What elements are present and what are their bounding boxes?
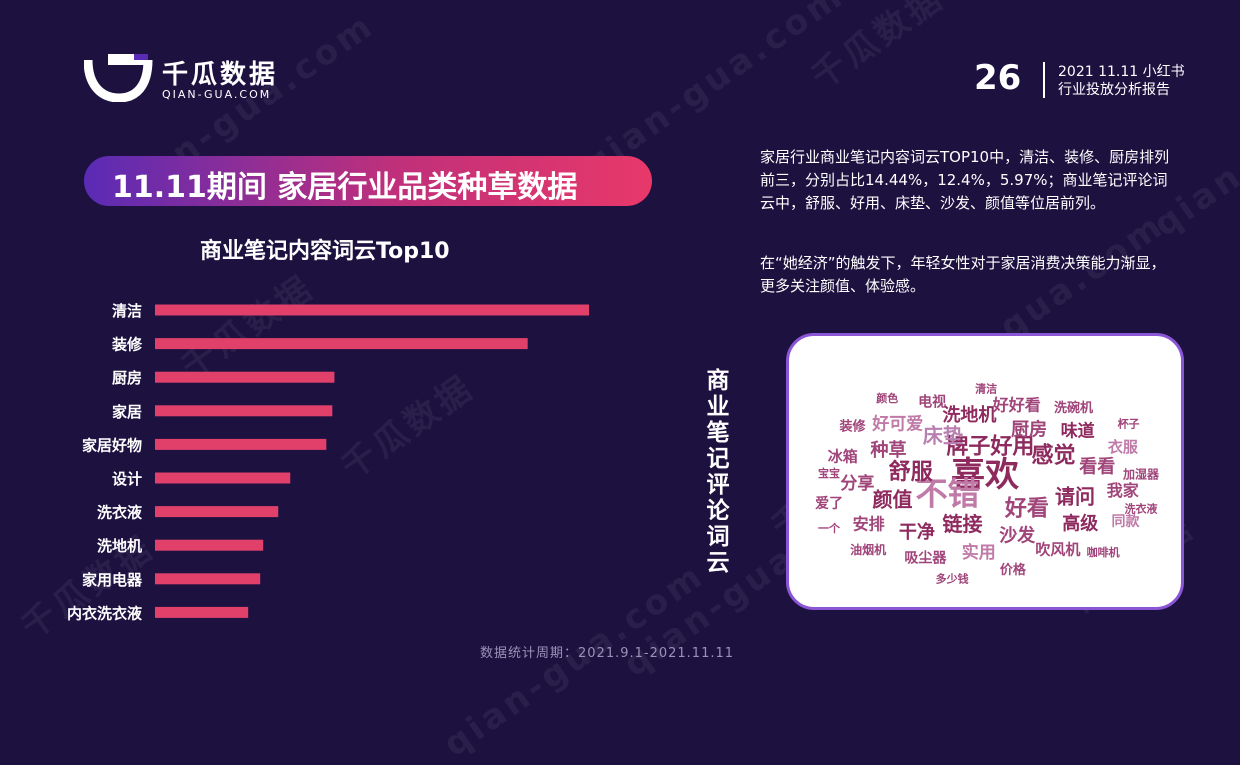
description-paragraph-1: 家居行业商业笔记内容词云TOP10中，清洁、装修、厨房排列前三，分别占比14.4…: [760, 148, 1170, 212]
cloud-word: 电视: [918, 394, 946, 411]
report-title-line1: 2021 11.11 小红书: [1058, 64, 1185, 80]
bar-label: 家用电器: [82, 571, 143, 589]
word-cloud-panel: 喜欢 不错 牌子好用好看 舒服 感觉链接 床垫请问 颜值 厨房沙发 种草看看干净 洗地机高级 分享 味…: [786, 333, 1184, 610]
cloud-word: 价格: [1000, 562, 1027, 578]
bar-label: 家居: [112, 403, 142, 421]
brand-domain: QIAN-GUA.COM: [162, 88, 272, 101]
cloud-word: 同款: [1112, 513, 1141, 530]
cloud-word: 清洁: [975, 381, 997, 395]
bar-label: 厨房: [112, 369, 142, 387]
cloud-word: 吹风机: [1035, 541, 1080, 559]
bar: [155, 472, 291, 484]
watermark-text: 千瓜数据: [804, 0, 952, 98]
cloud-word: 厨房: [1011, 418, 1047, 440]
cloud-word: 实用: [962, 542, 996, 563]
cloud-word: 油烟机: [850, 542, 886, 557]
cloud-word: 安排: [853, 514, 885, 533]
cloud-word: 沙发: [999, 524, 1036, 546]
cloud-word: 加湿器: [1122, 467, 1160, 482]
bar-label: 家居好物: [82, 436, 142, 454]
page-number: 26: [974, 58, 1022, 98]
cloud-word: 味道: [1061, 420, 1095, 441]
cloud-word: 装修: [839, 419, 867, 435]
cloud-word: 请问: [1055, 485, 1095, 509]
page-title: 11.11期间 家居行业品类种草数据: [112, 170, 578, 205]
cloud-word: 高级: [1062, 512, 1099, 534]
cloud-word: 杯子: [1118, 417, 1140, 431]
cloud-word: 看看: [1078, 456, 1115, 478]
bar-label: 洗衣液: [97, 504, 143, 522]
cloud-word: 链接: [943, 512, 983, 536]
data-period-footer: 数据统计周期：2021.9.1-2021.11.11: [480, 646, 735, 661]
cloud-word: 爱了: [815, 496, 843, 512]
cloud-word: 舒服: [889, 459, 934, 485]
cloud-word: 衣服: [1108, 438, 1139, 456]
bar: [155, 304, 589, 316]
chart-title: 商业笔记内容词云Top10: [200, 239, 450, 264]
cloud-word: 不错: [916, 474, 980, 512]
bar: [155, 573, 261, 585]
bar: [155, 338, 528, 350]
comment-cloud-title: 商业笔记评论词云: [706, 368, 730, 576]
bar-label: 洗地机: [97, 537, 142, 555]
cloud-word: 床垫: [923, 423, 963, 447]
cloud-word: 咖啡机: [1087, 545, 1120, 559]
bar: [155, 606, 249, 618]
cloud-word: 颜色: [876, 391, 898, 405]
cloud-word: 喜欢: [951, 455, 1019, 495]
cloud-word: 种草: [870, 439, 907, 461]
bar: [155, 506, 279, 518]
cloud-word: 洗地机: [942, 404, 996, 426]
cloud-word: 感觉: [1032, 443, 1076, 469]
cloud-word: 颜值: [873, 488, 913, 512]
cloud-word: 一个: [818, 521, 841, 535]
description-paragraph-2: 在“她经济”的触发下，年轻女性对于家居消费决策能力渐显，更多关注颜值、体验感。: [760, 254, 1166, 295]
cloud-word: 好看: [1004, 495, 1049, 521]
cloud-word: 洗衣液: [1125, 502, 1159, 516]
cloud-word: 冰箱: [828, 448, 858, 466]
header-divider: [1043, 62, 1045, 98]
report-title-line2: 行业投放分析报告: [1058, 82, 1170, 98]
cloud-word: 好可爱: [871, 414, 923, 435]
bar-label: 装修: [111, 336, 143, 354]
bar: [155, 539, 264, 551]
brand-name: 千瓜数据: [162, 60, 279, 90]
cloud-word: 干净: [899, 521, 935, 543]
bar: [155, 405, 333, 417]
cloud-word: 宝宝: [818, 466, 840, 480]
cloud-word: 洗碗机: [1054, 400, 1093, 416]
qiangua-logo-icon: [84, 54, 153, 102]
cloud-word: 多少钱: [936, 571, 969, 585]
bar-label: 清洁: [112, 302, 142, 320]
bar-label: 内衣洗衣液: [67, 604, 143, 622]
cloud-word: 好好看: [992, 395, 1041, 414]
cloud-word: 吸尘器: [904, 550, 947, 566]
cloud-word: 我家: [1107, 481, 1140, 500]
title-banner: [84, 156, 652, 206]
bar: [155, 438, 327, 450]
cloud-word: 分享: [840, 473, 874, 494]
bar-label: 设计: [112, 470, 142, 488]
bar: [155, 371, 335, 383]
cloud-word: 牌子好用: [946, 433, 1034, 459]
